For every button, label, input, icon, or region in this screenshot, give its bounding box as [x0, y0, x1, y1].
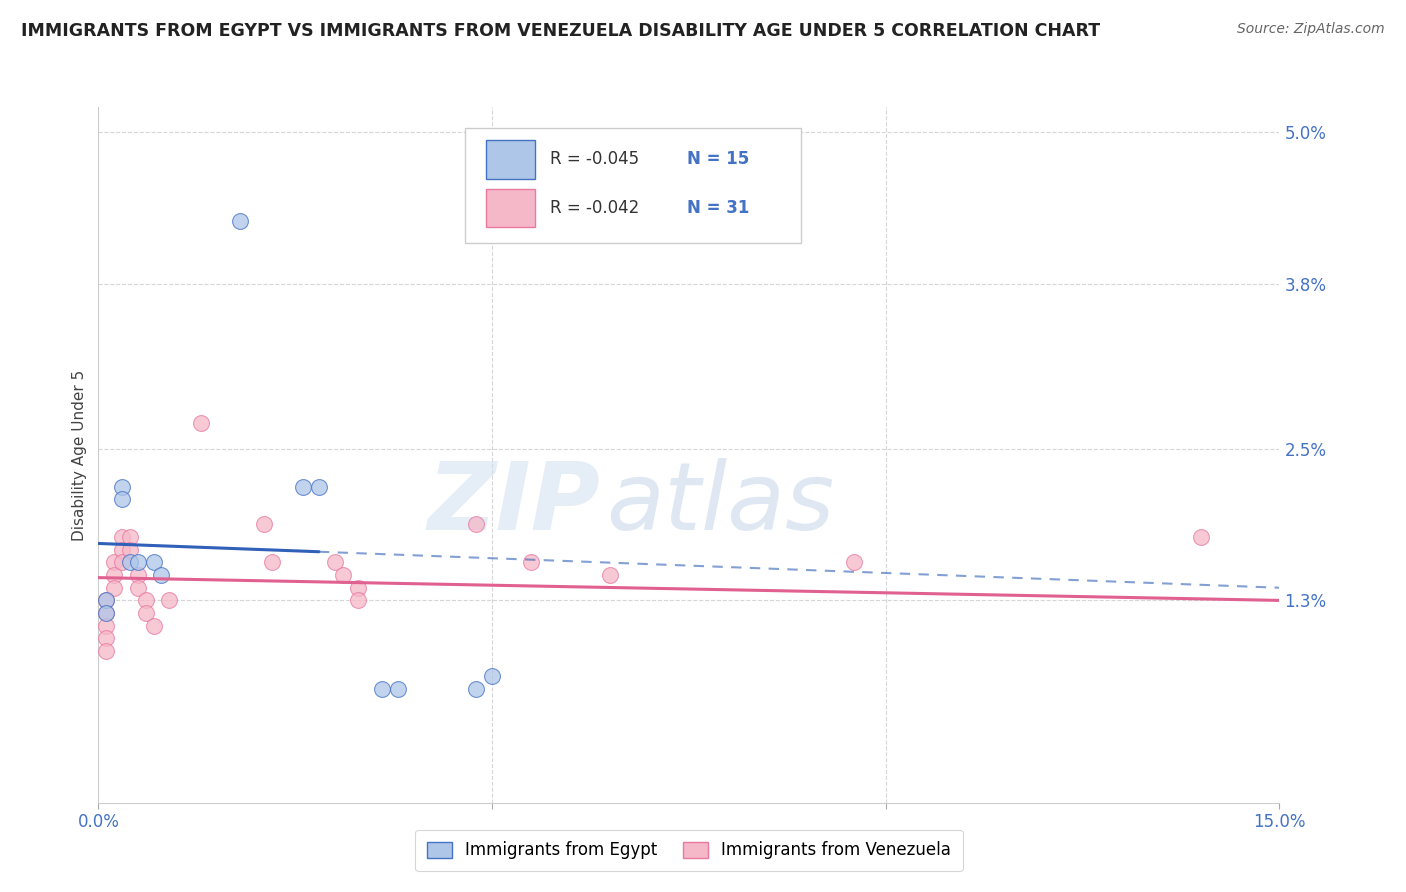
Point	[157, 593, 180, 607]
Text: Source: ZipAtlas.com: Source: ZipAtlas.com	[1237, 22, 1385, 37]
Bar	[486, 140, 536, 178]
Point	[127, 568, 149, 582]
Point	[118, 530, 141, 544]
Legend: Immigrants from Egypt, Immigrants from Venezuela: Immigrants from Egypt, Immigrants from V…	[415, 830, 963, 871]
Text: IMMIGRANTS FROM EGYPT VS IMMIGRANTS FROM VENEZUELA DISABILITY AGE UNDER 5 CORREL: IMMIGRANTS FROM EGYPT VS IMMIGRANTS FROM…	[21, 22, 1101, 40]
Point	[103, 581, 125, 595]
Point	[96, 606, 118, 620]
Point	[96, 618, 118, 632]
Bar	[486, 189, 536, 227]
Text: N = 31: N = 31	[686, 199, 749, 217]
Point	[465, 517, 488, 532]
Point	[260, 556, 283, 570]
Point	[253, 517, 276, 532]
Point	[118, 542, 141, 557]
Point	[96, 644, 118, 658]
FancyBboxPatch shape	[464, 128, 801, 243]
Point	[308, 479, 330, 493]
Point	[103, 568, 125, 582]
Point	[481, 669, 503, 683]
Point	[190, 417, 212, 431]
Point	[292, 479, 315, 493]
Point	[96, 593, 118, 607]
Point	[387, 681, 409, 696]
Point	[118, 556, 141, 570]
Point	[332, 568, 354, 582]
Point	[465, 681, 488, 696]
Point	[96, 593, 118, 607]
Point	[347, 593, 370, 607]
Text: N = 15: N = 15	[686, 150, 749, 169]
Text: R = -0.045: R = -0.045	[550, 150, 638, 169]
Point	[150, 568, 173, 582]
Point	[371, 681, 394, 696]
Point	[111, 479, 134, 493]
Point	[599, 568, 621, 582]
Point	[111, 556, 134, 570]
Text: R = -0.042: R = -0.042	[550, 199, 638, 217]
Point	[127, 581, 149, 595]
Point	[96, 632, 118, 646]
Point	[142, 556, 165, 570]
Point	[103, 556, 125, 570]
Point	[96, 606, 118, 620]
Point	[135, 606, 157, 620]
Point	[135, 593, 157, 607]
Point	[127, 556, 149, 570]
Point	[229, 214, 252, 228]
Point	[323, 556, 346, 570]
Point	[111, 530, 134, 544]
Point	[142, 618, 165, 632]
Point	[111, 492, 134, 507]
Point	[347, 581, 370, 595]
Point	[111, 542, 134, 557]
Text: atlas: atlas	[606, 458, 835, 549]
Point	[1189, 530, 1212, 544]
Text: ZIP: ZIP	[427, 458, 600, 549]
Point	[520, 556, 543, 570]
Point	[844, 556, 866, 570]
Y-axis label: Disability Age Under 5: Disability Age Under 5	[72, 369, 87, 541]
